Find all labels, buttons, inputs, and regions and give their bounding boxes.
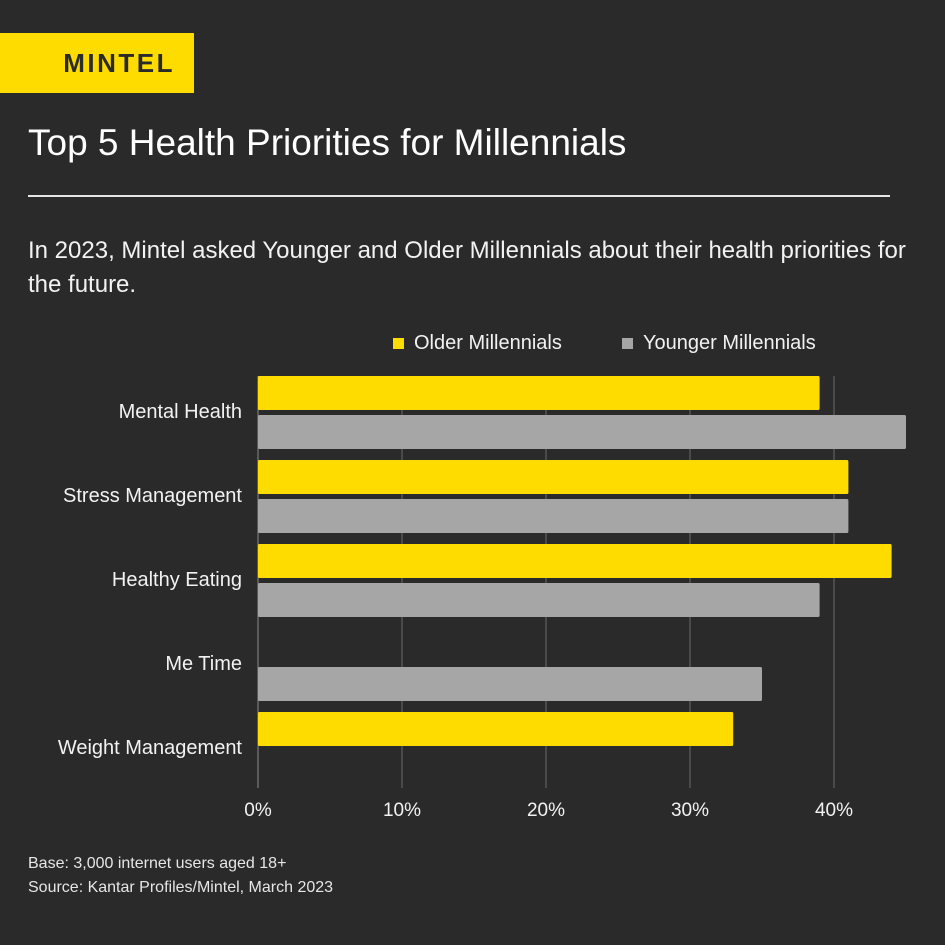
x-tick-label: 20% — [527, 800, 565, 821]
bar-older — [258, 460, 849, 494]
category-label: Healthy Eating — [112, 569, 242, 591]
category-label: Mental Health — [119, 401, 242, 423]
category-label: Me Time — [165, 653, 242, 675]
bar-older — [258, 376, 820, 410]
bar-younger — [258, 583, 820, 617]
x-tick-label: 10% — [383, 800, 421, 821]
bar-younger — [258, 415, 906, 449]
bar-chart: Mental Health Stress Management Healthy Ea… — [58, 376, 906, 821]
category-label: Stress Management — [63, 485, 242, 507]
title-divider — [28, 195, 890, 197]
category-label: Weight Management — [58, 737, 243, 759]
legend-swatch-older — [393, 338, 404, 349]
bar-younger — [258, 667, 762, 701]
legend-label-older: Older Millennials — [414, 332, 562, 354]
legend-label-younger: Younger Millennials — [643, 332, 816, 354]
bar-older — [258, 712, 734, 746]
mintel-logo: MINTEL — [0, 33, 194, 93]
legend-swatch-younger — [622, 338, 633, 349]
legend-item-older: Older Millennials — [393, 332, 562, 355]
bar-younger — [258, 499, 849, 533]
legend-item-younger: Younger Millennials — [622, 332, 816, 355]
x-tick-label: 30% — [671, 800, 709, 821]
x-tick-label: 40% — [815, 800, 853, 821]
bar-older — [258, 544, 892, 578]
x-tick-label: 0% — [244, 800, 272, 821]
page-title: Top 5 Health Priorities for Millennials — [28, 122, 627, 163]
subtitle: In 2023, Mintel asked Younger and Older … — [28, 237, 906, 298]
logo-text: MINTEL — [63, 47, 175, 78]
chart-legend: Older Millennials Younger Millennials — [0, 332, 945, 356]
footnote-source: Source: Kantar Profiles/Mintel, March 20… — [28, 879, 334, 896]
footnote-base: Base: 3,000 internet users aged 18+ — [28, 855, 287, 872]
